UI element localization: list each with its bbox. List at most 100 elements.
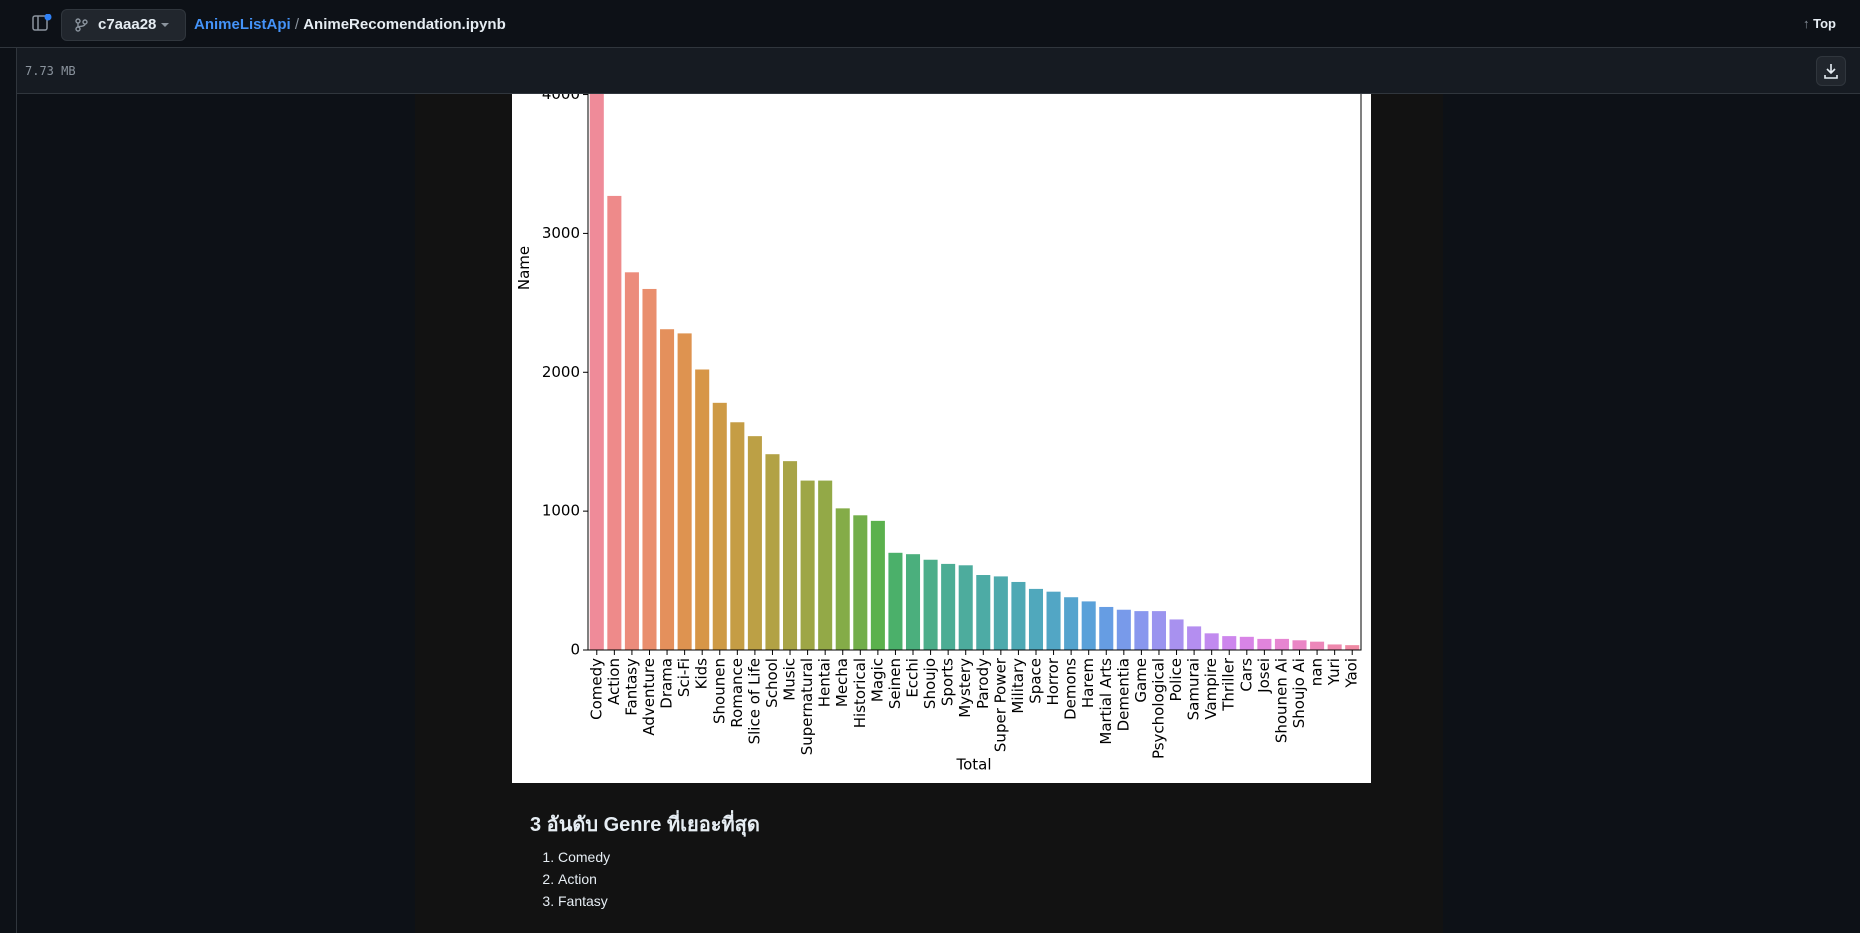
bar (1310, 641, 1325, 650)
left-border (16, 48, 17, 933)
x-tick-label: Supernatural (798, 658, 816, 755)
bar (1204, 633, 1219, 650)
bar (1064, 597, 1079, 650)
x-tick-label: Comedy (587, 658, 605, 720)
bar (1081, 601, 1096, 650)
top-text: Top (1813, 16, 1836, 31)
x-tick-label: Action (605, 658, 623, 705)
bar (660, 329, 675, 650)
x-tick-label: Parody (974, 658, 992, 709)
y-tick-label: 1000 (542, 502, 580, 520)
x-tick-label: Shounen (710, 658, 728, 724)
x-tick-label: Martial Arts (1097, 658, 1115, 745)
x-tick-label: Slice of Life (745, 658, 763, 744)
x-tick-label: Magic (868, 658, 886, 702)
bar (835, 508, 850, 650)
branch-button[interactable]: c7aaa28 (61, 9, 186, 41)
x-tick-label: Thriller (1220, 657, 1238, 712)
chart: Name Total 0 1000 2000 3000 4000 Comedy Action… (515, 94, 1362, 774)
bar (1046, 591, 1061, 650)
x-tick-label: Music (781, 658, 799, 701)
bar (1327, 644, 1342, 650)
bar (818, 480, 833, 650)
x-tick-label: Psychological (1149, 658, 1167, 759)
bar (1011, 581, 1026, 650)
bar (923, 559, 938, 650)
download-button[interactable] (1816, 56, 1846, 86)
bar (870, 520, 885, 650)
x-tick-label: Kids (693, 658, 711, 690)
list-item: Comedy (558, 846, 610, 868)
x-tick-label: Historical (851, 658, 869, 728)
caret (161, 23, 169, 27)
bar (800, 480, 815, 650)
x-tick-label: Seinen (886, 658, 904, 709)
axes-frame (587, 94, 1362, 651)
bar (1134, 611, 1149, 650)
y-tick-label: 3000 (542, 224, 580, 242)
bar (976, 575, 991, 650)
x-tick-label: Samurai (1185, 658, 1203, 720)
bar (1151, 611, 1166, 650)
bar (783, 461, 798, 650)
x-tick-label: Josei (1255, 658, 1273, 694)
sidebar-toggle[interactable] (32, 14, 52, 34)
x-tick-label: Demons (1062, 658, 1080, 720)
y-tick-label: 0 (570, 641, 580, 659)
x-tick-label: Romance (728, 658, 746, 728)
x-tick-label: Adventure (640, 658, 658, 736)
x-tick-label: Military (1009, 658, 1027, 714)
list-item: Fantasy (558, 890, 610, 912)
x-tick-label: Dementia (1114, 658, 1132, 731)
bar (941, 563, 956, 650)
y-tick-label: 2000 (542, 363, 580, 381)
bar (993, 576, 1008, 650)
x-tick-label: Mystery (956, 658, 974, 718)
bar (853, 515, 868, 650)
bar (624, 272, 639, 650)
x-tick-label: Hentai (816, 658, 834, 707)
bar (905, 554, 921, 650)
x-tick-label: Fantasy (622, 658, 640, 716)
top-link[interactable]: ↑ Top (1803, 16, 1836, 31)
bar (1099, 606, 1114, 650)
x-tick-label: Super Power (991, 657, 1009, 752)
x-tick-label: Space (1026, 658, 1044, 704)
x-tick-label: School (763, 658, 781, 708)
x-tick-label: Mecha (833, 658, 851, 707)
x-tick-label: nan (1308, 658, 1326, 686)
file-info-bar: 7.73 MB (17, 48, 1860, 94)
list-item: Action (558, 868, 610, 890)
top-bar: c7aaa28 AnimeListApi / AnimeRecomendatio… (0, 0, 1860, 48)
bar (1257, 638, 1272, 650)
bar (1028, 588, 1044, 650)
x-tick-label: Game (1132, 658, 1150, 703)
x-tick-label: Yaoi (1343, 658, 1361, 689)
download-icon (1824, 64, 1838, 79)
bar (1222, 636, 1237, 650)
bar (765, 454, 780, 650)
y-axis-label: Name (515, 246, 533, 290)
branch-icon (75, 18, 88, 32)
chart-output: Name Total 0 1000 2000 3000 4000 Comedy Action… (512, 94, 1371, 783)
bar (1239, 636, 1254, 650)
bar (677, 333, 692, 650)
x-tick-label: Police (1167, 658, 1185, 702)
bar (958, 565, 973, 650)
x-tick-label: Shoujo (921, 658, 939, 709)
repo-link[interactable]: AnimeListApi (194, 16, 291, 33)
bar (888, 552, 903, 650)
bar (1292, 640, 1307, 650)
bar (747, 436, 762, 650)
branch-name: c7aaa28 (98, 16, 157, 33)
x-tick-label: Harem (1079, 658, 1097, 708)
bar (730, 422, 745, 650)
bar (1274, 638, 1289, 650)
x-tick-label: Shoujo Ai (1290, 658, 1308, 728)
bar (712, 402, 727, 650)
x-tick-label: Shounen Ai (1272, 658, 1290, 743)
section-heading: 3 อันดับ Genre ที่เยอะที่สุด (530, 814, 760, 836)
y-tick-label: 4000 (542, 94, 580, 103)
